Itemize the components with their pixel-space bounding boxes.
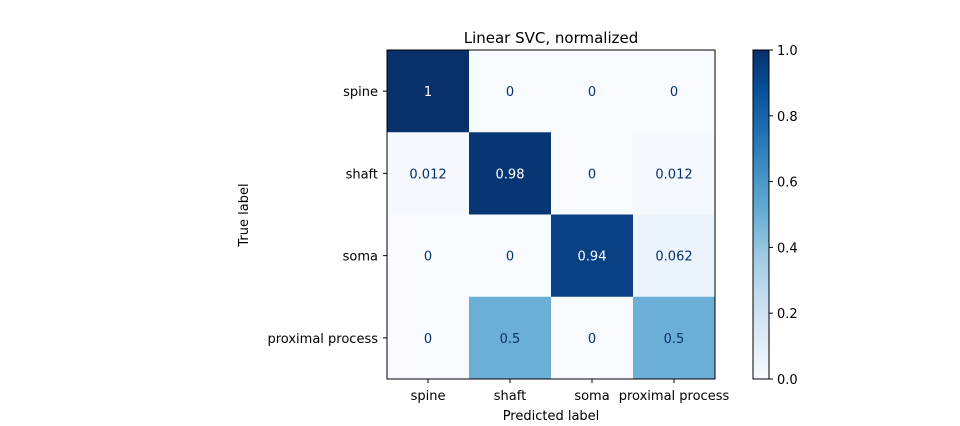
y-tick-label: shaft: [346, 167, 378, 182]
heatmap-cell: [633, 50, 716, 133]
cell-value-label: 0.012: [655, 167, 692, 182]
cell-value-label: 0.5: [500, 332, 521, 347]
cell-value-label: 0.94: [578, 250, 607, 265]
cell-value-label: 0: [506, 250, 514, 265]
heatmap-cell: [387, 50, 470, 133]
heatmap-cell: [387, 132, 470, 215]
x-tick-label: soma: [574, 389, 609, 404]
heatmap-cell: [633, 296, 716, 380]
y-axis-label: True label: [237, 183, 252, 247]
cell-value-label: 0: [588, 167, 596, 182]
y-tick-label: spine: [343, 85, 378, 100]
heatmap-cell: [469, 50, 552, 133]
colorbar-tick-label: 0.8: [777, 110, 798, 125]
cell-value-label: 0: [506, 85, 514, 100]
cell-value-label: 0: [588, 85, 596, 100]
heatmap-cell: [633, 214, 716, 298]
heatmap-cell: [633, 132, 716, 215]
x-ticks: spine shaft soma proximal process: [411, 379, 730, 404]
x-axis-label: Predicted label: [503, 409, 600, 424]
colorbar: [752, 49, 770, 380]
colorbar-tick-label: 0.4: [777, 241, 798, 256]
cell-value-label: 0.012: [409, 167, 446, 182]
cell-value-label: 0.98: [496, 167, 525, 182]
heatmap-cells: 1 0 0 0 0.012 0.98 0 0.012 0 0 0.94 0.062 0 0.5 0 0.5: [387, 50, 716, 380]
cell-value-label: 0.5: [664, 332, 685, 347]
heatmap-cell: [551, 132, 634, 215]
cell-value-label: 1: [424, 85, 432, 100]
cell-value-label: 0: [588, 332, 596, 347]
colorbar-ticks: 0.0 0.2 0.4 0.6 0.8 1.0: [769, 44, 798, 388]
cell-value-label: 0: [670, 85, 678, 100]
cell-value-label: 0: [424, 332, 432, 347]
x-tick-label: spine: [411, 389, 446, 404]
heatmap-cell: [551, 50, 634, 133]
chart-title: Linear SVC, normalized: [464, 29, 639, 47]
y-ticks: spine shaft soma proximal process: [268, 85, 387, 347]
colorbar-tick-label: 0.6: [777, 176, 798, 191]
cell-value-label: 0: [424, 250, 432, 265]
heatmap-cell: [387, 214, 470, 298]
x-tick-label: shaft: [494, 389, 526, 404]
heatmap-cell: [387, 296, 470, 380]
y-tick-label: proximal process: [268, 332, 379, 347]
heatmap-cell: [469, 132, 552, 215]
colorbar-tick-label: 0.0: [777, 373, 798, 388]
colorbar-tick-label: 1.0: [777, 44, 798, 59]
heatmap-cell: [551, 296, 634, 380]
colorbar-tick-label: 0.2: [777, 307, 798, 322]
heatmap-cell: [551, 214, 634, 298]
cell-value-label: 0.062: [655, 250, 692, 265]
x-tick-label: proximal process: [619, 389, 730, 404]
heatmap-cell: [469, 296, 552, 380]
plot-frame: [386, 49, 716, 380]
heatmap-cell: [469, 214, 552, 298]
y-tick-label: soma: [343, 250, 378, 265]
